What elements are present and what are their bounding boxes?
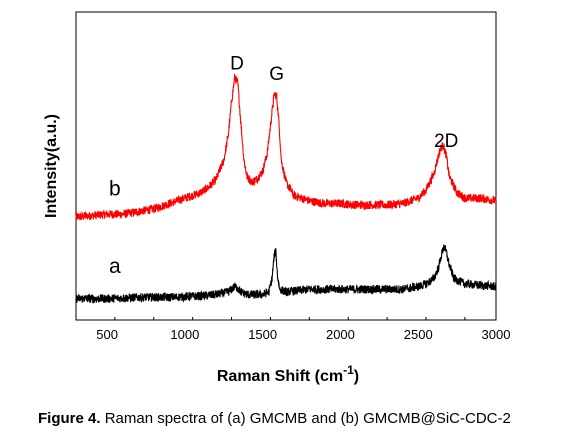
x-tick-label: 1500 [248,327,277,342]
x-axis-title: Raman Shift (cm-1) [217,363,359,385]
peak-annotations: D G 2D [230,54,458,153]
peak-label-d: D [230,54,244,75]
series-line-a [75,244,497,304]
series-labels: ba [109,177,121,278]
series-label-b: b [109,177,121,200]
figure-caption-label: Figure 4. [38,410,101,427]
y-axis-title: Intensity(a.u.) [43,114,60,218]
x-tick-label: 2000 [326,327,355,342]
peak-label-g: G [269,64,284,85]
series-line-b [75,73,497,221]
series-lines [75,73,497,304]
figure-caption-text: Raman spectra of (a) GMCMB and (b) GMCMB… [104,410,511,427]
peak-label-2d: 2D [434,131,458,152]
x-tick-label: 500 [96,327,118,342]
x-ticks: 500 1000 1500 2000 2500 3000 [75,317,511,342]
x-tick-label: 1000 [170,327,199,342]
x-tick-label: 3000 [482,327,511,342]
figure-caption: Figure 4. Raman spectra of (a) GMCMB and… [38,410,511,427]
x-axis-title-end: ) [354,368,359,385]
x-axis-title-sup: -1 [343,363,354,377]
series-label-a: a [109,255,121,278]
x-tick-label: 2500 [404,327,433,342]
x-axis-title-main: Raman Shift (cm [217,368,343,385]
plot-frame [75,11,497,321]
